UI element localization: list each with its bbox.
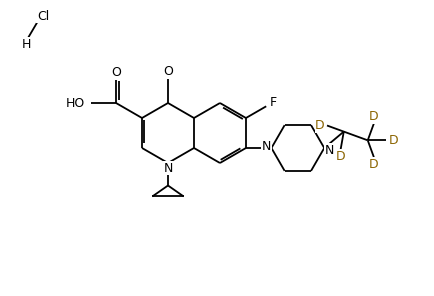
Text: O: O [163,65,173,78]
Text: H: H [21,38,31,51]
Text: D: D [368,110,378,123]
Text: O: O [111,66,121,79]
Text: N: N [163,162,172,175]
Text: F: F [269,96,276,109]
Text: Cl: Cl [37,9,49,22]
Text: N: N [261,139,270,152]
Text: D: D [315,119,324,132]
Text: HO: HO [66,96,85,110]
Text: N: N [324,144,333,157]
Text: D: D [368,157,378,170]
Text: D: D [388,134,398,147]
Text: D: D [335,150,345,163]
